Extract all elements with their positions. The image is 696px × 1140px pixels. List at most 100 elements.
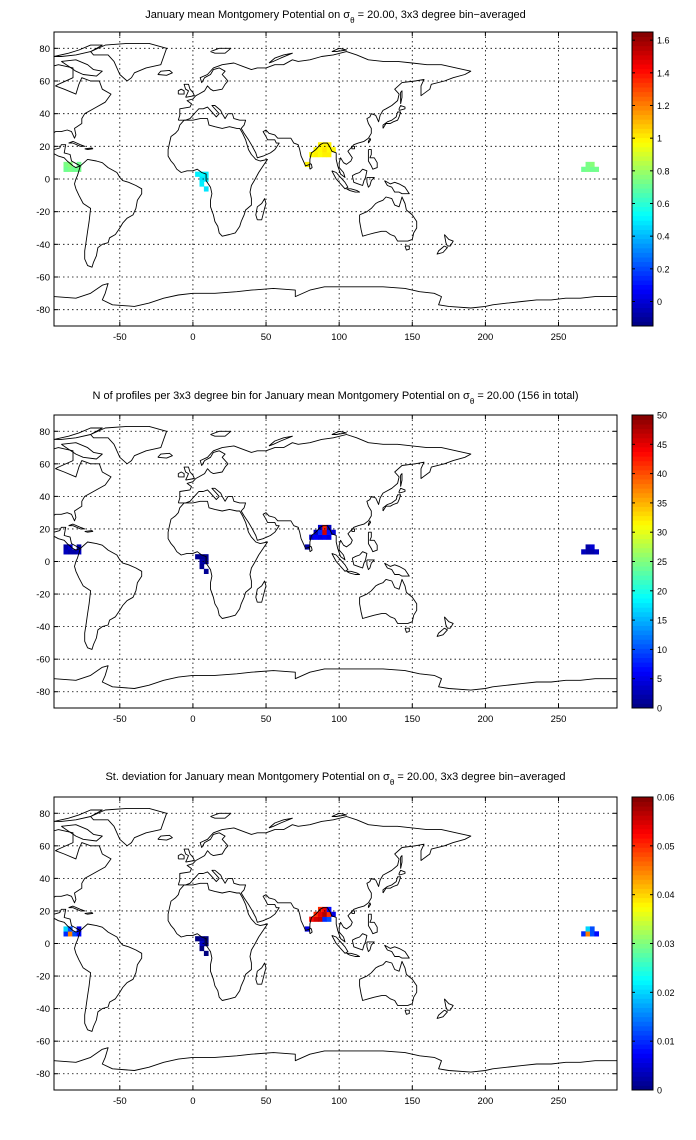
x-tick-label: 50 bbox=[261, 332, 272, 343]
colorbar-tick-label: 1.6 bbox=[657, 36, 670, 46]
coastline bbox=[398, 869, 406, 876]
colorbar-segment bbox=[632, 188, 653, 194]
colorbar-segment bbox=[632, 501, 653, 507]
colorbar-segment bbox=[632, 961, 653, 967]
bin-cell bbox=[199, 559, 205, 565]
coastline bbox=[331, 170, 349, 190]
colorbar-segment bbox=[632, 847, 653, 853]
colorbar-segment bbox=[632, 579, 653, 585]
colorbar-segment bbox=[632, 437, 653, 443]
coastline bbox=[210, 430, 232, 437]
bin-cell bbox=[581, 549, 586, 555]
colorbar-segment bbox=[632, 957, 653, 963]
plot-frame bbox=[53, 31, 618, 327]
colorbar-segment bbox=[632, 534, 653, 540]
coastline bbox=[61, 442, 103, 460]
colorbar-segment bbox=[632, 856, 653, 862]
colorbar-segment bbox=[632, 797, 653, 802]
map-title: St. deviation for January mean Montgomer… bbox=[105, 771, 565, 787]
bin-cell bbox=[585, 166, 591, 172]
colorbar-segment bbox=[632, 32, 653, 37]
coastline bbox=[20, 825, 49, 832]
bin-cell bbox=[67, 926, 73, 932]
colorbar-segment bbox=[632, 611, 653, 617]
colorbar-segment bbox=[632, 621, 653, 626]
bin-cell bbox=[199, 941, 205, 947]
colorbar-segment bbox=[632, 833, 653, 839]
colorbar-segment bbox=[632, 293, 653, 299]
colorbar-segment bbox=[632, 45, 653, 51]
bin-cell bbox=[76, 926, 82, 932]
colorbar-segment bbox=[632, 479, 653, 485]
plot-frame bbox=[53, 414, 618, 709]
bin-cell bbox=[195, 936, 200, 942]
coastline bbox=[210, 812, 232, 819]
colorbar-segment bbox=[632, 874, 653, 880]
coastline bbox=[367, 137, 372, 144]
colorbar-segment bbox=[632, 54, 653, 60]
bin-cell bbox=[199, 181, 205, 187]
colorbar-segment bbox=[632, 1003, 653, 1008]
bin-cell bbox=[199, 945, 205, 952]
bin-cell bbox=[63, 931, 69, 937]
colorbar-segment bbox=[632, 59, 653, 65]
colorbar-segment bbox=[632, 511, 653, 517]
x-tick-label: -50 bbox=[113, 714, 127, 725]
bin-cell bbox=[304, 161, 310, 168]
colorbar-segment bbox=[632, 556, 653, 562]
colorbar-segment bbox=[632, 625, 653, 631]
x-tick-label: 100 bbox=[331, 714, 347, 725]
bin-cell bbox=[585, 544, 591, 550]
coastline bbox=[20, 60, 49, 67]
colorbar-segment bbox=[632, 73, 653, 79]
bin-cell bbox=[72, 166, 77, 172]
bin-cell bbox=[199, 554, 205, 560]
colorbar-segment bbox=[632, 142, 653, 148]
coastline bbox=[167, 882, 268, 1001]
bin-cell bbox=[589, 549, 595, 555]
coastline bbox=[68, 523, 86, 530]
colorbar-segment bbox=[632, 703, 653, 709]
colorbar-segment bbox=[632, 524, 653, 530]
colorbar-segment bbox=[632, 993, 653, 999]
coastline bbox=[384, 944, 410, 959]
bin-cell bbox=[317, 916, 323, 922]
x-tick-label: -50 bbox=[113, 1096, 127, 1107]
colorbar-segment bbox=[632, 801, 653, 807]
colorbar-segment bbox=[632, 433, 653, 439]
colorbar-segment bbox=[632, 192, 653, 198]
x-tick-label: 200 bbox=[477, 332, 493, 343]
colorbar-segment bbox=[632, 206, 653, 212]
coastline bbox=[382, 111, 402, 129]
coastline bbox=[177, 51, 472, 178]
colorbar-segment bbox=[632, 1053, 653, 1059]
colorbar-segment bbox=[632, 488, 653, 494]
colorbar-tick-label: 0.03 bbox=[657, 939, 675, 949]
colorbar-segment bbox=[632, 980, 653, 986]
colorbar-segment bbox=[632, 456, 653, 462]
y-tick-label: 0 bbox=[45, 939, 50, 950]
colorbar-segment bbox=[632, 100, 653, 106]
colorbar-segment bbox=[632, 897, 653, 903]
bin-cell bbox=[589, 926, 595, 932]
y-tick-label: 60 bbox=[39, 459, 50, 470]
bin-cell bbox=[63, 549, 69, 555]
colorbar-tick-label: 0.06 bbox=[657, 793, 675, 803]
coastline bbox=[359, 578, 418, 624]
coastline bbox=[183, 83, 195, 98]
colorbar-segment bbox=[632, 694, 653, 700]
colorbar-segment bbox=[632, 77, 653, 83]
colorbar-segment bbox=[632, 810, 653, 816]
y-tick-label: -80 bbox=[36, 305, 50, 316]
bin-cell bbox=[67, 161, 73, 168]
colorbar-segment bbox=[632, 662, 653, 668]
colorbar-segment bbox=[632, 943, 653, 949]
coastline bbox=[54, 64, 112, 169]
colorbar-segment bbox=[632, 998, 653, 1004]
coastline bbox=[183, 848, 195, 863]
y-tick-label: 80 bbox=[39, 44, 50, 55]
colorbar-segment bbox=[632, 174, 653, 180]
coastline bbox=[398, 487, 406, 494]
colorbar-segment bbox=[632, 515, 653, 521]
bin-cell bbox=[67, 549, 73, 555]
